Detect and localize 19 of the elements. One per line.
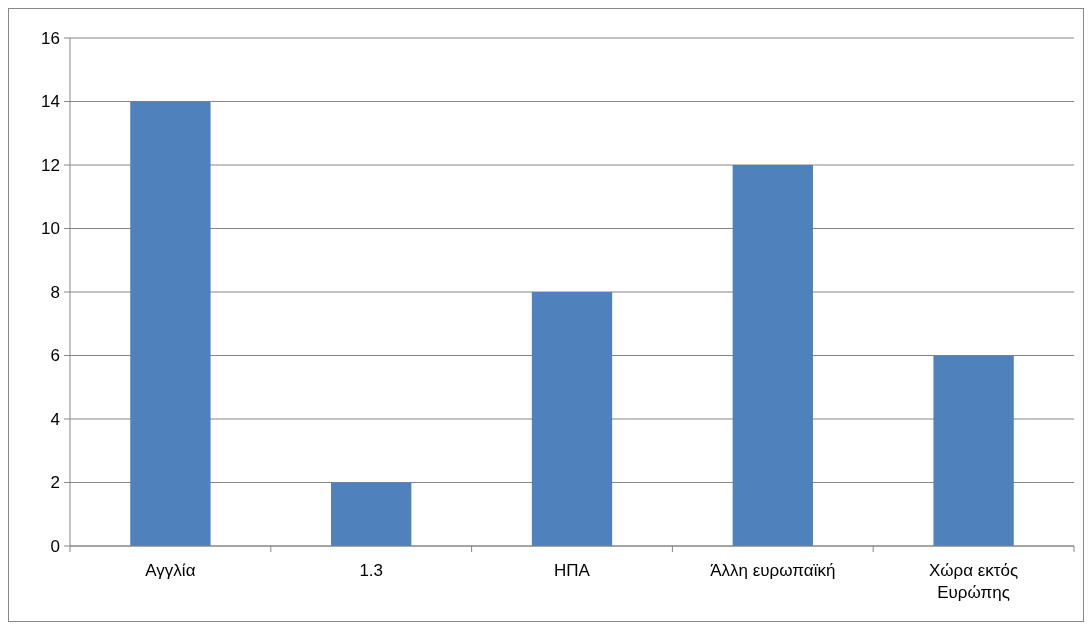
bar xyxy=(531,292,613,546)
y-tick-label: 2 xyxy=(50,473,60,493)
y-tick-label: 10 xyxy=(41,219,60,239)
y-tick-label: 6 xyxy=(50,346,60,366)
x-tick-label: Άλλη ευρωπαϊκή xyxy=(710,561,836,580)
y-tick-label: 16 xyxy=(41,28,60,48)
bar xyxy=(130,101,211,546)
x-tick-label: ΗΠΑ xyxy=(554,561,591,580)
x-tick-label: Χώρα εκτός Ευρώπης xyxy=(928,561,1019,602)
y-tick-label: 4 xyxy=(50,409,60,429)
x-tick-label: 1.3 xyxy=(359,561,384,580)
bar xyxy=(331,482,412,546)
y-tick-label: 8 xyxy=(50,282,60,302)
bar xyxy=(732,165,813,546)
y-tick-label: 0 xyxy=(50,536,60,556)
x-tick-label: Αγγλία xyxy=(145,561,196,580)
y-tick-label: 12 xyxy=(41,155,60,175)
y-tick-label: 14 xyxy=(41,92,60,112)
bar xyxy=(933,355,1014,546)
